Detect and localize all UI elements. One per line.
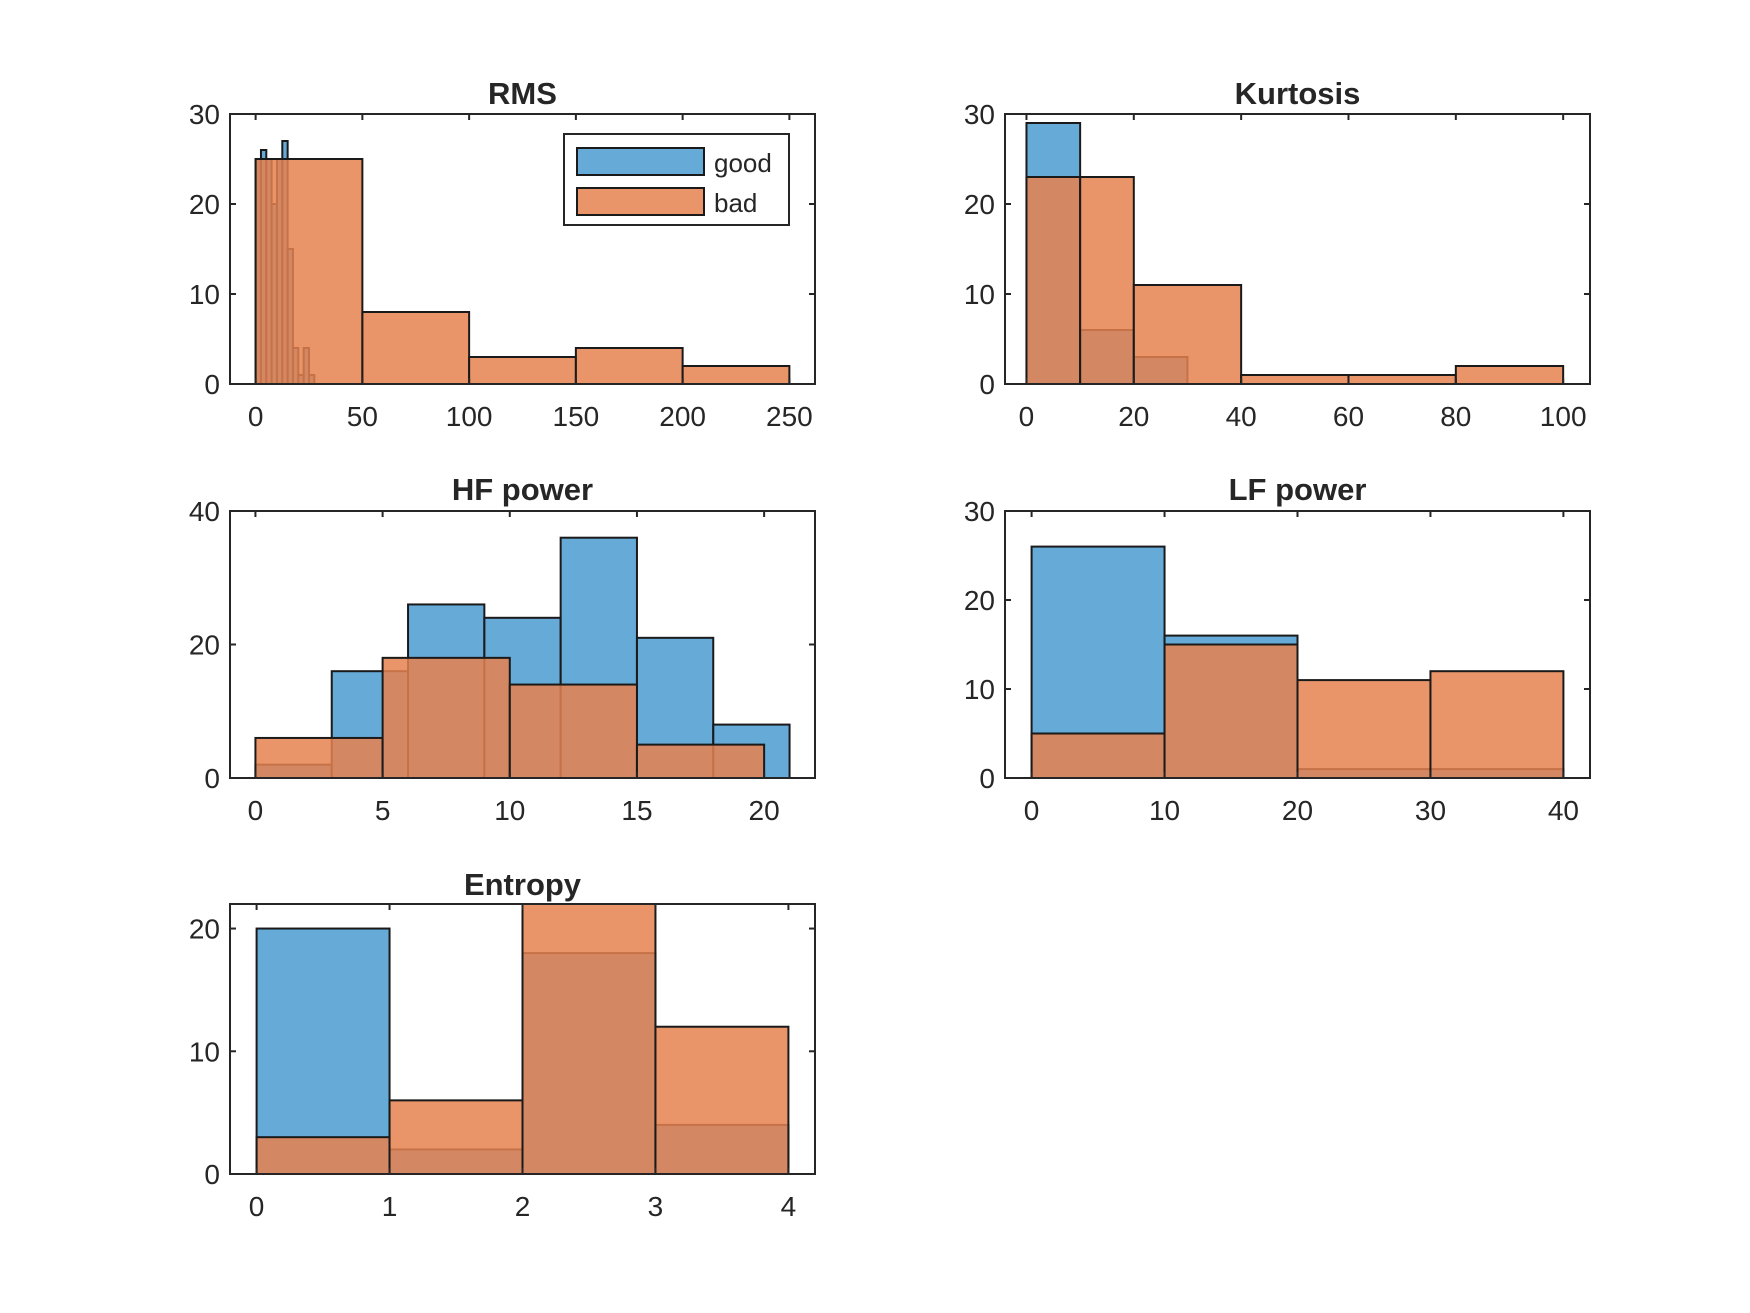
lf-power-title: LF power [1229, 472, 1367, 507]
hf-power-y-tick-label: 40 [189, 496, 220, 527]
hf-power-y-tick-label: 20 [189, 630, 220, 661]
rms-bar-bad [254, 158, 364, 385]
kurtosis-x-tick-label: 0 [1019, 401, 1035, 432]
rms-x-tick-label: 150 [553, 401, 600, 432]
panel-lf-power: 0 10 20 30 40 0 10 20 30 LF power [964, 472, 1591, 826]
panel-entropy: 0 1 2 3 4 0 10 20 Entropy [189, 867, 816, 1222]
hf-power-x-tick-label: 5 [375, 795, 391, 826]
rms-y-tick-label: 20 [189, 189, 220, 220]
rms-axes-box [229, 113, 816, 385]
rms-bar-bad [681, 365, 791, 385]
panel-kurtosis: 0 20 40 60 80 100 0 10 20 30 Kurtosis [964, 76, 1591, 432]
entropy-x-tick-label: 1 [382, 1191, 398, 1222]
entropy-x-tick-label: 2 [515, 1191, 531, 1222]
rms-y-tick-label: 10 [189, 279, 220, 310]
lf-power-x-tick-label: 20 [1282, 795, 1313, 826]
kurtosis-plot-area [1025, 122, 1565, 385]
entropy-x-tick-label: 0 [249, 1191, 265, 1222]
lf-power-x-tick-label: 30 [1415, 795, 1446, 826]
rms-bar-bad [574, 347, 684, 385]
kurtosis-x-tick-label: 60 [1333, 401, 1364, 432]
kurtosis-bar-bad [1079, 176, 1135, 385]
rms-x-tick-label: 0 [248, 401, 264, 432]
hf-power-y-tick-label: 0 [204, 763, 220, 794]
kurtosis-bar-bad [1132, 284, 1243, 385]
rms-axes: 0 50 100 150 200 250 0 10 20 30 [189, 99, 816, 432]
entropy-y-tick-label: 10 [189, 1036, 220, 1067]
entropy-y-tick-label: 20 [189, 914, 220, 945]
kurtosis-x-tick-label: 40 [1226, 401, 1257, 432]
lf-power-bar-bad [1296, 679, 1432, 779]
rms-x-tick-label: 250 [766, 401, 813, 432]
rms-y-tick-label: 30 [189, 99, 220, 130]
legend-label-bad: bad [714, 188, 757, 218]
hf-power-title: HF power [452, 472, 593, 507]
lf-power-bar-bad [1163, 643, 1299, 779]
kurtosis-x-tick-label: 100 [1540, 401, 1587, 432]
entropy-bar-good [255, 927, 391, 1176]
kurtosis-bar-bad [1025, 176, 1082, 385]
entropy-title: Entropy [464, 867, 582, 902]
rms-x-tick-label: 200 [659, 401, 706, 432]
legend: good bad [563, 133, 790, 226]
panel-rms: 0 50 100 150 200 250 0 10 20 30 RMS good bad [189, 76, 816, 432]
hf-power-x-tick-label: 20 [749, 795, 780, 826]
lf-power-axes: 0 10 20 30 40 0 10 20 30 [964, 496, 1591, 826]
legend-swatch-good [576, 147, 705, 176]
lf-power-x-tick-label: 40 [1548, 795, 1579, 826]
kurtosis-x-tick-label: 20 [1118, 401, 1149, 432]
hf-power-x-tick-label: 0 [248, 795, 264, 826]
hf-power-bar-bad [635, 743, 766, 779]
entropy-bar-bad [521, 903, 657, 1175]
kurtosis-axes: 0 20 40 60 80 100 0 10 20 30 [964, 99, 1591, 432]
hf-power-axes: 0 5 10 15 20 0 20 40 [189, 496, 816, 826]
entropy-x-tick-label: 3 [648, 1191, 664, 1222]
hf-power-x-tick-label: 10 [494, 795, 525, 826]
rms-title: RMS [488, 76, 557, 111]
kurtosis-title: Kurtosis [1235, 76, 1361, 111]
legend-swatch-bad [576, 187, 705, 216]
rms-bar-bad [468, 356, 577, 385]
lf-power-y-tick-label: 0 [979, 763, 995, 794]
lf-power-plot-area [1030, 545, 1565, 780]
entropy-bar-bad [654, 1025, 790, 1176]
lf-power-y-tick-label: 30 [964, 496, 995, 527]
hf-power-bar-bad [508, 683, 638, 779]
hf-power-x-tick-label: 15 [621, 795, 652, 826]
entropy-x-tick-label: 4 [781, 1191, 797, 1222]
kurtosis-bar-bad [1454, 365, 1565, 385]
entropy-y-tick-label: 0 [204, 1159, 220, 1190]
kurtosis-bar-bad [1240, 374, 1350, 385]
lf-power-y-tick-label: 20 [964, 585, 995, 616]
lf-power-bar-bad [1030, 732, 1166, 779]
lf-power-bar-bad [1429, 670, 1565, 780]
kurtosis-y-tick-label: 20 [964, 189, 995, 220]
panel-hf-power: 0 5 10 15 20 0 20 40 HF power [189, 472, 816, 826]
rms-y-tick-label: 0 [204, 369, 220, 400]
kurtosis-y-tick-label: 30 [964, 99, 995, 130]
lf-power-x-tick-label: 10 [1149, 795, 1180, 826]
legend-label-good: good [714, 148, 772, 178]
rms-x-tick-label: 100 [446, 401, 493, 432]
rms-bar-bad [361, 311, 471, 385]
entropy-axes: 0 1 2 3 4 0 10 20 [189, 903, 816, 1222]
hf-power-plot-area [254, 536, 791, 780]
hf-power-bar-bad [381, 656, 511, 779]
rms-x-tick-label: 50 [347, 401, 378, 432]
entropy-bar-bad [255, 1136, 391, 1175]
kurtosis-axes-box [1004, 113, 1591, 385]
kurtosis-x-tick-label: 80 [1440, 401, 1471, 432]
entropy-plot-area [255, 903, 790, 1176]
lf-power-x-tick-label: 0 [1024, 795, 1040, 826]
lf-power-y-tick-label: 10 [964, 674, 995, 705]
kurtosis-bar-bad [1347, 374, 1457, 385]
kurtosis-y-tick-label: 10 [964, 279, 995, 310]
entropy-bar-bad [388, 1099, 524, 1176]
kurtosis-y-tick-label: 0 [979, 369, 995, 400]
hf-power-bar-bad [254, 736, 384, 780]
